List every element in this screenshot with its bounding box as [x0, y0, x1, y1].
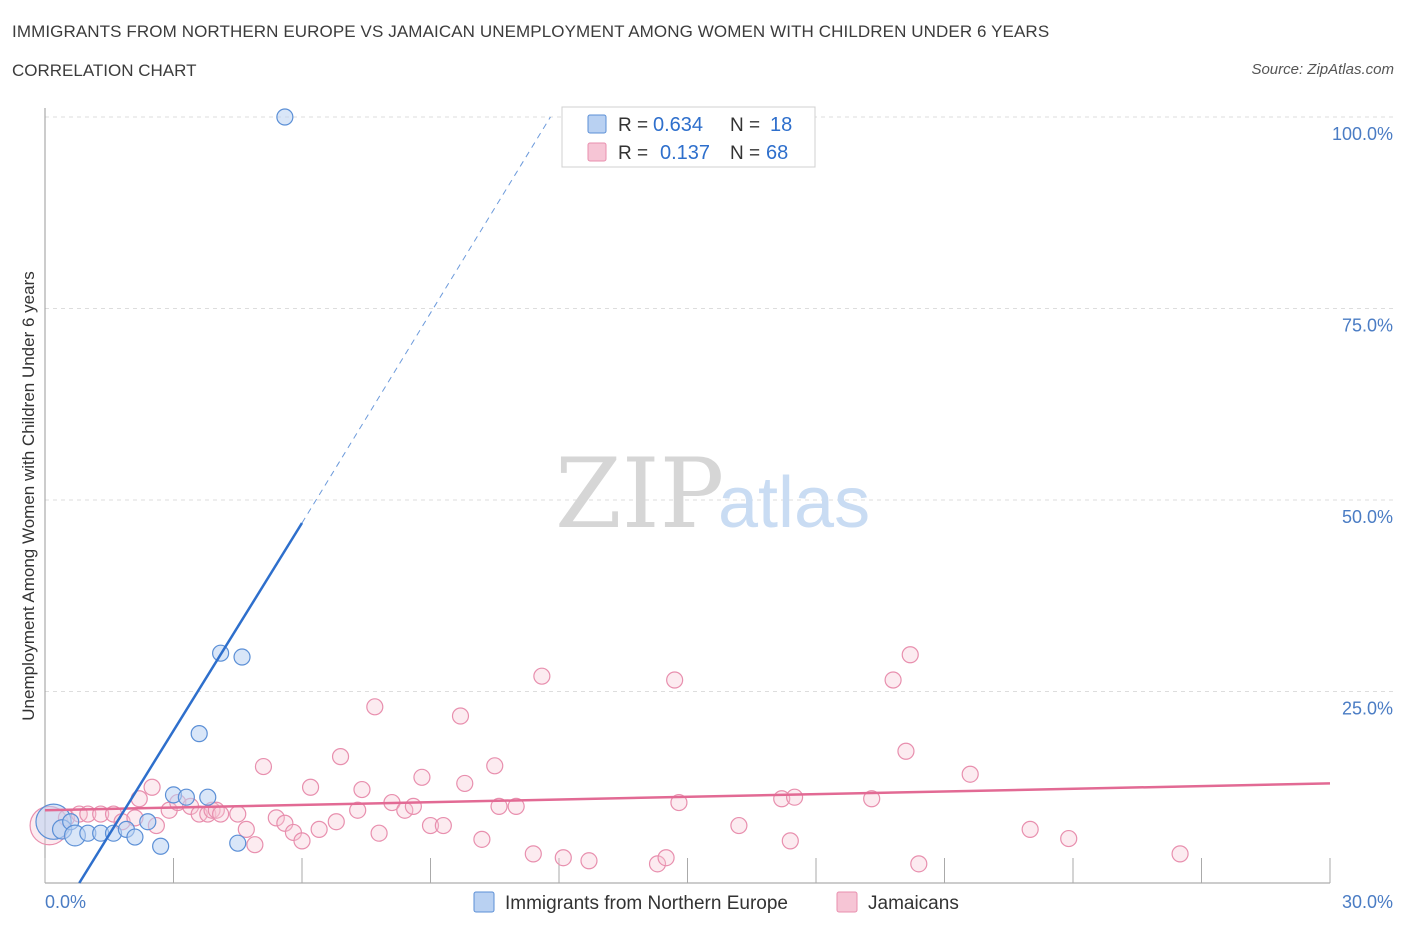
jamaicans-point [657, 849, 675, 867]
jamaicans-point [863, 790, 881, 808]
y-axis-title: Unemployment Among Women with Children U… [19, 271, 38, 720]
grid-lines [45, 116, 1393, 692]
x-tick-label-max: 30.0% [1342, 892, 1393, 912]
jamaicans-point [254, 757, 273, 776]
northern-europe-point [190, 725, 208, 743]
jamaicans-point [237, 820, 255, 838]
jamaicans-point [910, 855, 928, 873]
jamaicans-point [486, 757, 504, 775]
legend-swatch-blue [587, 114, 607, 134]
chart-title: IMMIGRANTS FROM NORTHERN EUROPE VS JAMAI… [12, 22, 1050, 41]
watermark-atlas: atlas [718, 463, 870, 543]
northern-europe-point [126, 828, 144, 846]
jamaicans-point [456, 774, 474, 793]
bottom-legend-swatch-blue [473, 891, 495, 913]
jamaicans-point [524, 845, 542, 863]
jamaicans-point [507, 797, 525, 816]
legend-n-label: N = [730, 115, 760, 136]
bottom-legend-label-pink: Jamaicans [868, 893, 959, 914]
jamaicans-point [229, 805, 247, 823]
jamaicans-point [666, 671, 684, 689]
watermark-zip: ZIP [555, 438, 724, 550]
y-tick-label: 25.0% [1342, 699, 1393, 719]
trend-lines [44, 116, 1331, 884]
jamaicans-point [580, 852, 598, 870]
y-tick-label: 100.0% [1332, 124, 1393, 144]
legend-n-value: 68 [766, 142, 788, 164]
jamaicans-point [331, 748, 350, 766]
northern-europe-trend-line [78, 522, 304, 884]
x-axis-ticks [44, 858, 1331, 883]
jamaicans-point [897, 742, 915, 760]
legend-r-label: R = [618, 115, 648, 136]
legend-n-value: 18 [770, 114, 792, 136]
jamaicans-point [434, 816, 452, 835]
jamaicans-point [301, 778, 320, 796]
jamaicans-point [473, 830, 491, 848]
northern-europe-point [229, 834, 247, 852]
jamaicans-point [785, 788, 804, 806]
x-tick-label-min: 0.0% [45, 892, 86, 912]
bottom-legend-swatch-pink [836, 891, 858, 913]
jamaicans-point [421, 816, 440, 835]
jamaicans-point [554, 849, 572, 867]
legend-swatch-pink [587, 142, 607, 162]
y-tick-label: 50.0% [1342, 507, 1393, 527]
jamaicans-trend-line [44, 782, 1331, 812]
jamaicans-point [143, 778, 161, 796]
jamaicans-point [349, 801, 367, 819]
legend-n-label: N = [730, 143, 760, 164]
y-axis-tick-labels: 25.0% 50.0% 75.0% 100.0% [1332, 124, 1393, 719]
jamaicans-point [490, 797, 508, 816]
jamaicans-point [293, 832, 311, 850]
jamaicans-point [370, 824, 388, 842]
jamaicans-point [366, 698, 384, 716]
jamaicans-point [884, 671, 902, 689]
northern-europe-point [177, 788, 195, 806]
jamaicans-point [533, 667, 551, 685]
jamaicans-point [670, 793, 688, 812]
jamaicans-point [310, 820, 328, 838]
jamaicans-point [327, 813, 345, 831]
jamaicans-point [730, 816, 748, 835]
legend-r-value: 0.634 [653, 114, 703, 136]
jamaicans-point [1060, 829, 1078, 848]
northern-europe-trend-extension [301, 116, 551, 524]
chart-subtitle: CORRELATION CHART [12, 61, 197, 80]
jamaicans-point [212, 805, 230, 823]
watermark: ZIP atlas [555, 438, 870, 550]
northern-europe-point [152, 837, 170, 855]
jamaicans-point [1021, 820, 1039, 838]
jamaicans-point [276, 814, 294, 832]
source-label: Source: ZipAtlas.com [1251, 61, 1394, 78]
jamaicans-point [267, 809, 285, 827]
northern-europe-point [276, 108, 294, 126]
y-tick-label: 75.0% [1342, 316, 1393, 336]
jamaicans-point [413, 768, 431, 786]
jamaicans-point [246, 836, 264, 854]
jamaicans-point [451, 707, 470, 725]
legend: R = 0.634 N = 18 R = 0.137 N = 68 [561, 106, 816, 168]
jamaicans-point [1171, 845, 1189, 863]
northern-europe-points [35, 108, 294, 855]
northern-europe-point [199, 788, 217, 806]
jamaicans-point [353, 780, 371, 799]
jamaicans-point [781, 832, 799, 850]
northern-europe-point [139, 813, 157, 831]
jamaicans-point [961, 765, 979, 783]
legend-r-value: 0.137 [660, 142, 710, 164]
legend-r-label: R = [618, 143, 648, 164]
bottom-legend-label-blue: Immigrants from Northern Europe [505, 893, 788, 914]
northern-europe-point [233, 648, 251, 666]
jamaicans-point [404, 797, 422, 816]
jamaicans-point [901, 646, 919, 664]
bottom-legend: Immigrants from Northern Europe Jamaican… [473, 891, 959, 914]
jamaicans-point [648, 855, 667, 873]
